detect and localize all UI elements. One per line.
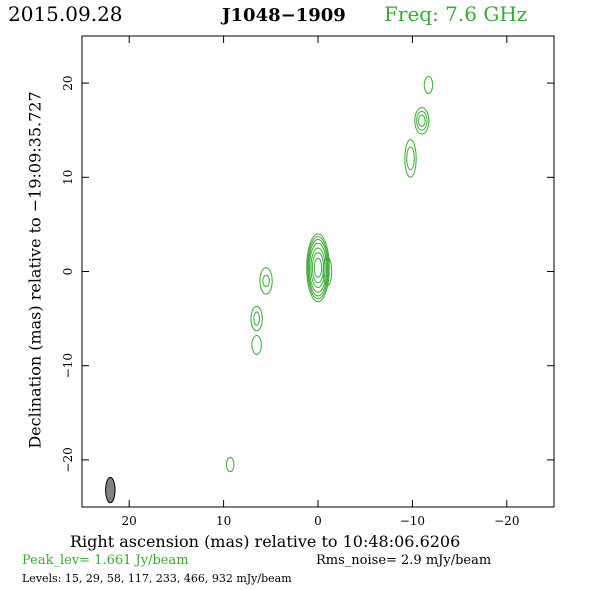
contour-core (313, 257, 323, 278)
plot-frame (81, 35, 555, 508)
contour-knot-sw2 (250, 305, 263, 332)
header-frequency: Freq: 7.6 GHz (384, 2, 528, 26)
contour-core (310, 247, 326, 289)
y-tick-label: 10 (61, 170, 75, 185)
contour-group (225, 76, 434, 473)
contour-knot-ne2 (418, 114, 426, 127)
contour-knot-ne2 (416, 110, 428, 131)
x-tick-label: 20 (122, 514, 137, 528)
contour-core (306, 233, 330, 303)
y-tick-label: −10 (61, 353, 75, 378)
peak-level: Peak_lev= 1.661 Jy/beam (22, 553, 189, 568)
contour-levels: Levels: 15, 29, 58, 117, 233, 466, 932 m… (22, 572, 292, 585)
contour-knot-ne1 (404, 139, 417, 178)
y-axis-title: Declination (mas) relative to −19:09:35.… (25, 91, 45, 449)
axis-ticks: 20 10 0 −10 −20 20 10 0 −10 −20 (61, 36, 554, 528)
header-source-name: J1048−1909 (222, 5, 346, 26)
contour-knot-sw3 (251, 335, 262, 355)
y-tick-label: 20 (61, 75, 75, 90)
contour-knot-sw1 (262, 274, 270, 288)
contour-core (308, 238, 328, 297)
x-axis-title: Right ascension (mas) relative to 10:48:… (70, 532, 461, 551)
x-tick-label: −10 (400, 514, 425, 528)
contour-knot-sw1 (259, 267, 273, 295)
y-tick-label: −20 (61, 447, 75, 472)
beam-ellipse (105, 476, 116, 504)
contour-knot-ne1 (406, 146, 415, 171)
x-tick-label: 10 (216, 514, 231, 528)
contour-knot-ne2 (414, 107, 430, 135)
x-tick-label: 0 (314, 514, 322, 528)
contour-jet-1 (322, 256, 333, 287)
y-tick-label: 0 (61, 268, 75, 276)
beam-group (105, 476, 116, 504)
contour-core (309, 242, 327, 293)
contour-core (307, 236, 329, 300)
contour-knot-far-sw (225, 457, 235, 473)
header-date: 2015.09.28 (8, 2, 123, 26)
contour-knot-sw2 (253, 311, 260, 326)
rms-noise: Rms_noise= 2.9 mJy/beam (316, 553, 492, 568)
x-tick-label: −20 (494, 514, 519, 528)
contour-knot-ne3 (423, 76, 434, 94)
